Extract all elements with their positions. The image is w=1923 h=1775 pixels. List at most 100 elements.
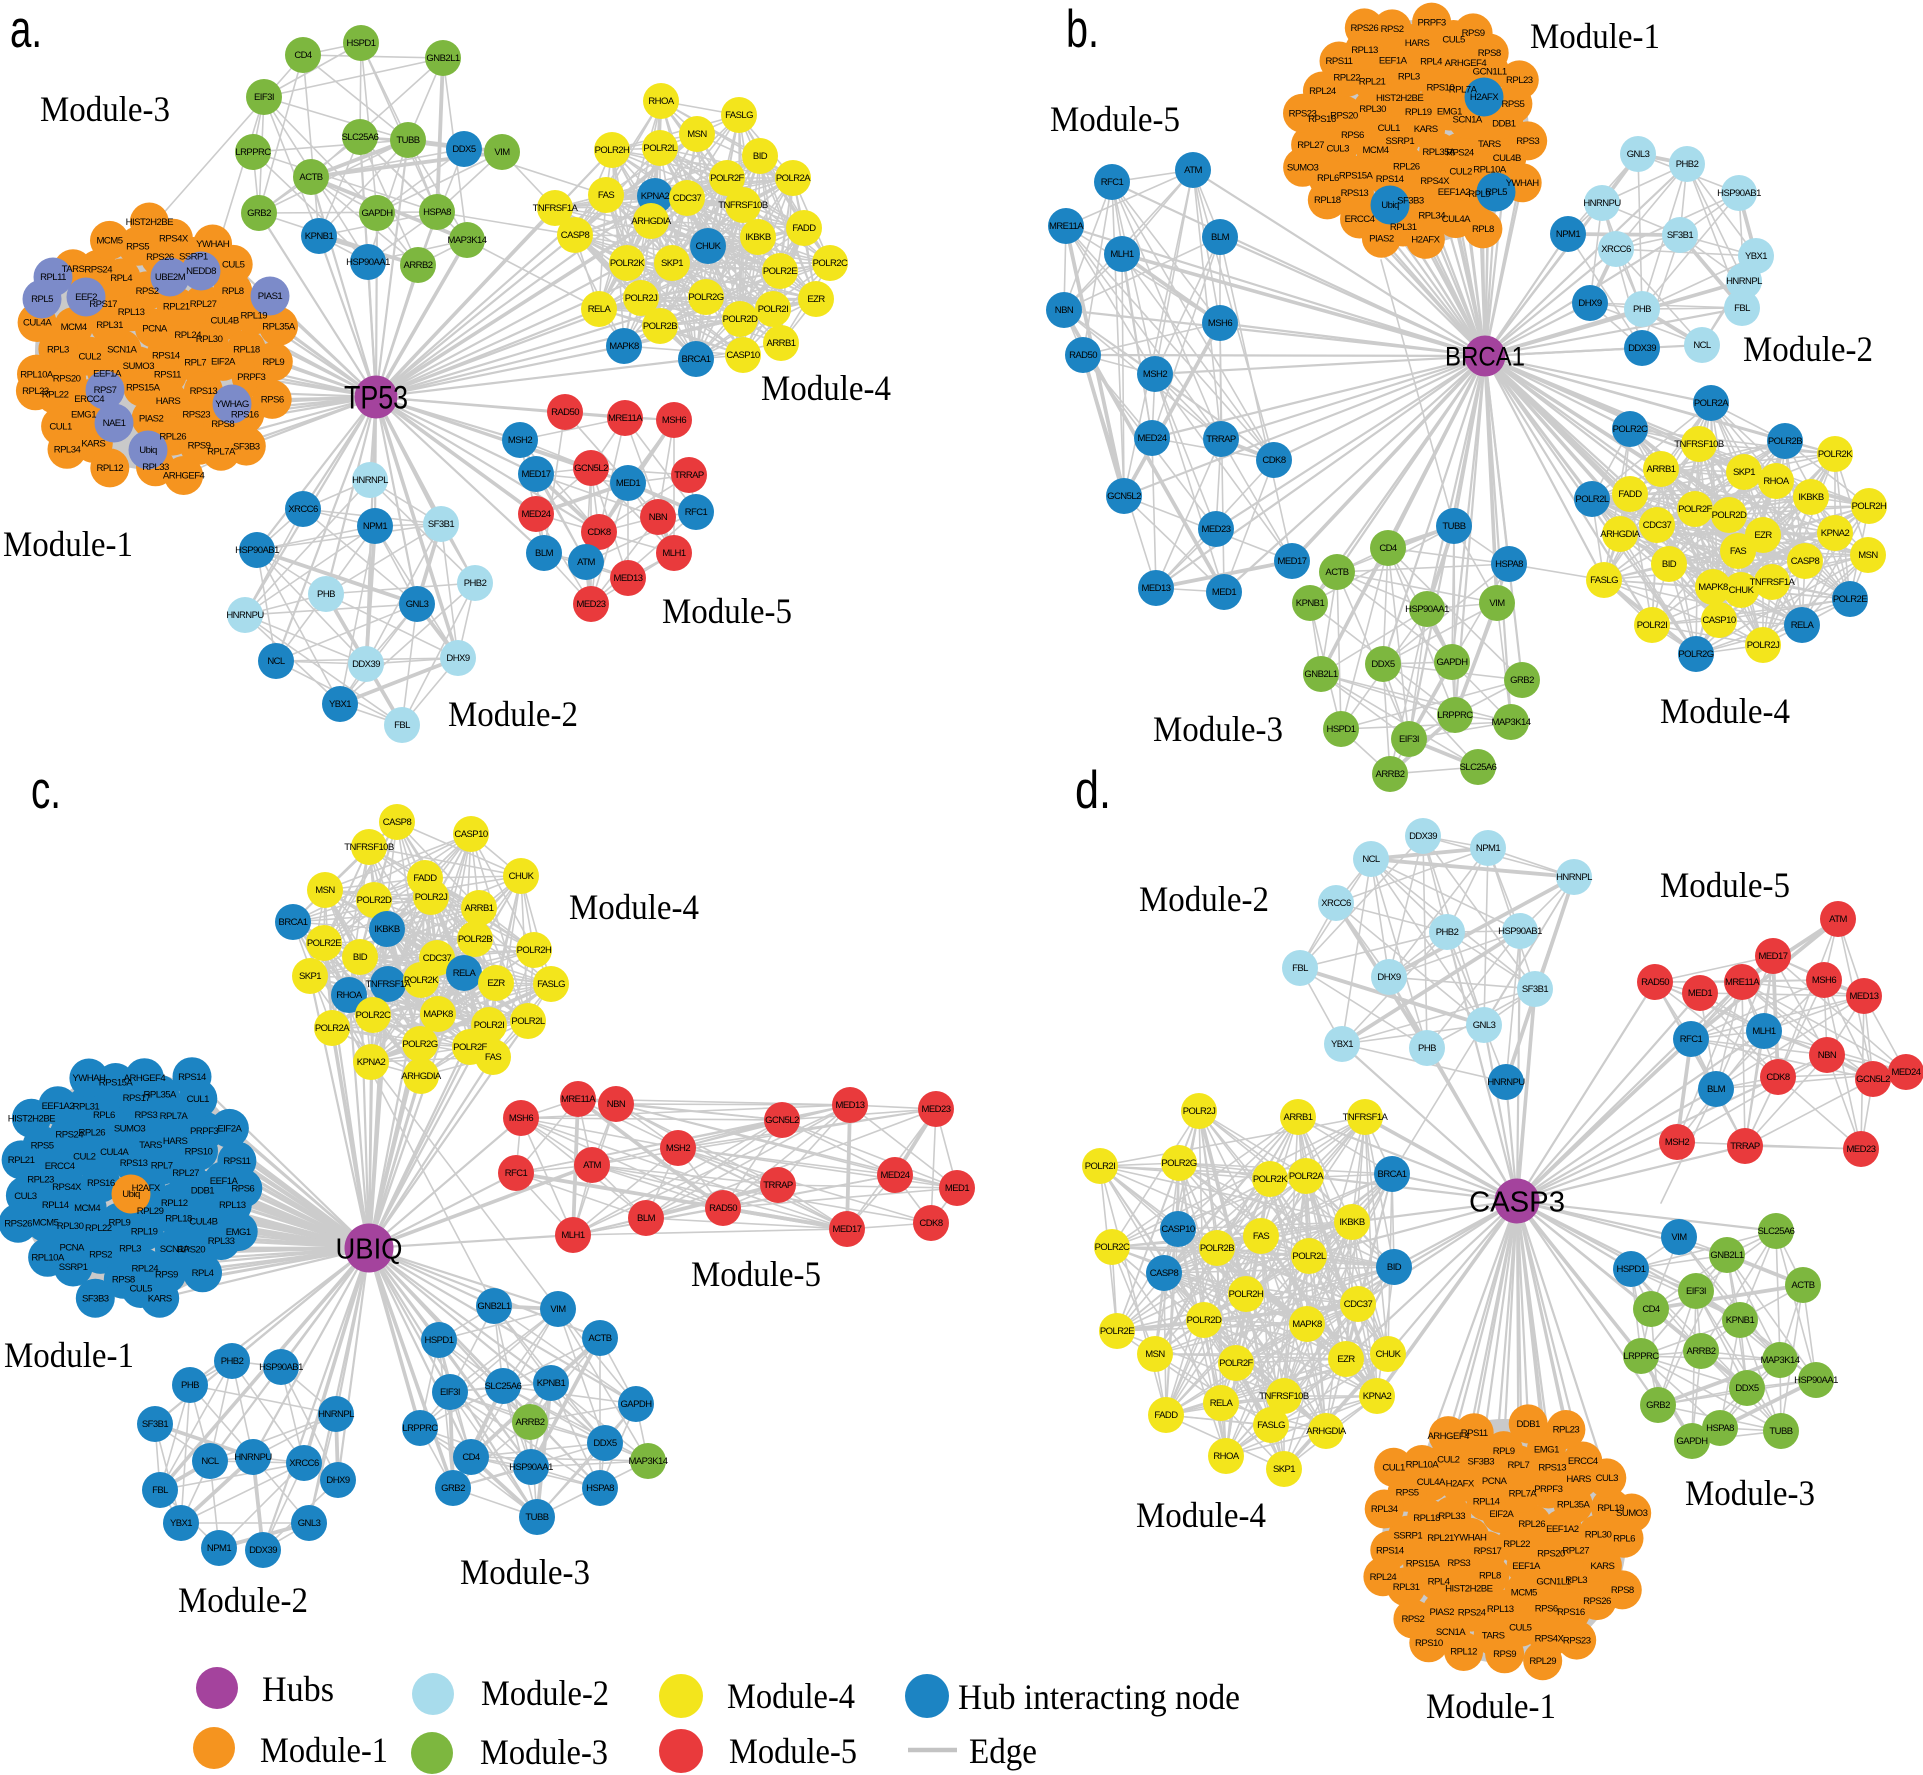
svg-text:RPL9: RPL9 <box>108 1217 130 1228</box>
svg-text:EIF3I: EIF3I <box>440 1387 460 1398</box>
svg-text:GNB2L1: GNB2L1 <box>1710 1250 1743 1261</box>
svg-text:CUL1: CUL1 <box>49 421 72 432</box>
svg-text:RPL35A: RPL35A <box>1422 147 1456 158</box>
svg-text:SF3B3: SF3B3 <box>233 441 260 452</box>
svg-text:POLR2E: POLR2E <box>307 938 341 949</box>
svg-text:ERCC4: ERCC4 <box>74 394 105 405</box>
svg-text:Module-1: Module-1 <box>260 1730 388 1770</box>
svg-text:ARRB2: ARRB2 <box>1376 769 1405 780</box>
svg-text:MCM5: MCM5 <box>1511 1588 1537 1599</box>
svg-text:EEF1A: EEF1A <box>93 368 122 379</box>
svg-text:RPS26: RPS26 <box>1583 1596 1611 1607</box>
svg-text:NCL: NCL <box>1693 340 1711 351</box>
svg-text:RHOA: RHOA <box>336 990 362 1001</box>
svg-text:DDB1: DDB1 <box>1516 1419 1540 1430</box>
svg-text:NBN: NBN <box>607 1099 626 1110</box>
svg-text:BLM: BLM <box>1707 1084 1726 1095</box>
svg-text:RPL33: RPL33 <box>208 1236 235 1247</box>
svg-text:RPS20: RPS20 <box>1330 110 1358 121</box>
svg-text:CUL4B: CUL4B <box>1493 153 1521 164</box>
svg-text:RPL10A: RPL10A <box>31 1253 65 1264</box>
svg-text:DDX5: DDX5 <box>1371 659 1394 670</box>
svg-text:HIST2H2BE: HIST2H2BE <box>1445 1584 1492 1595</box>
svg-text:VIM: VIM <box>1671 1232 1687 1243</box>
svg-text:POLR2E: POLR2E <box>1833 594 1867 605</box>
svg-text:RPL31: RPL31 <box>96 320 123 331</box>
svg-text:HSPA8: HSPA8 <box>1495 559 1523 570</box>
svg-text:KPNB1: KPNB1 <box>305 231 334 242</box>
svg-text:ATM: ATM <box>577 557 595 568</box>
svg-text:MED13: MED13 <box>1142 583 1171 594</box>
svg-text:H2AFX: H2AFX <box>1411 235 1440 246</box>
svg-text:DDB1: DDB1 <box>1492 119 1516 130</box>
svg-text:CDC37: CDC37 <box>1643 520 1672 531</box>
svg-text:PRPF3: PRPF3 <box>1418 17 1446 28</box>
svg-text:EEF1A2: EEF1A2 <box>1546 1524 1579 1535</box>
svg-text:RPS11: RPS11 <box>223 1156 250 1167</box>
svg-text:RPL22: RPL22 <box>1333 73 1360 84</box>
svg-text:RPS8: RPS8 <box>211 419 234 430</box>
svg-text:RPL5: RPL5 <box>31 294 53 305</box>
svg-text:RPS16: RPS16 <box>1308 114 1336 125</box>
svg-text:CASP8: CASP8 <box>1150 1268 1179 1279</box>
svg-text:SLC25A6: SLC25A6 <box>1460 762 1497 773</box>
svg-text:RPL24: RPL24 <box>132 1263 160 1274</box>
svg-text:GNL3: GNL3 <box>1627 149 1650 160</box>
svg-text:SF3B3: SF3B3 <box>1468 1457 1495 1468</box>
svg-text:EMG1: EMG1 <box>71 410 96 421</box>
svg-text:RPS13: RPS13 <box>190 386 218 397</box>
svg-text:MLH1: MLH1 <box>1110 249 1133 260</box>
svg-text:RPL8: RPL8 <box>1472 224 1494 235</box>
svg-text:RPS15A: RPS15A <box>1339 171 1374 182</box>
svg-text:CD4: CD4 <box>1642 1304 1660 1315</box>
svg-text:PHB: PHB <box>1418 1043 1436 1054</box>
svg-text:SF3B3: SF3B3 <box>82 1293 109 1304</box>
svg-text:POLR2C: POLR2C <box>813 258 848 269</box>
svg-text:RPL26: RPL26 <box>159 431 186 442</box>
svg-text:POLR2J: POLR2J <box>1747 640 1780 651</box>
svg-text:LRPPRC: LRPPRC <box>1437 710 1473 721</box>
svg-text:POLR2G: POLR2G <box>688 292 723 303</box>
svg-text:RPS24: RPS24 <box>55 1129 84 1140</box>
svg-text:RPS9: RPS9 <box>188 441 211 452</box>
svg-text:HSPD1: HSPD1 <box>347 38 376 49</box>
svg-text:MCM5: MCM5 <box>32 1218 58 1229</box>
svg-text:ARHGEF4: ARHGEF4 <box>1445 58 1488 69</box>
svg-text:TARS: TARS <box>139 1140 162 1151</box>
svg-text:POLR2A: POLR2A <box>1289 1171 1324 1182</box>
svg-text:RPL10A: RPL10A <box>1473 165 1507 176</box>
svg-text:RPL30: RPL30 <box>196 334 223 345</box>
svg-text:RPL24: RPL24 <box>1309 86 1337 97</box>
svg-text:FASLG: FASLG <box>1257 1420 1285 1431</box>
svg-text:MRE11A: MRE11A <box>1725 977 1760 988</box>
svg-text:CASP3: CASP3 <box>1469 1186 1565 1218</box>
svg-text:MED24: MED24 <box>1138 433 1167 444</box>
svg-text:RPS5: RPS5 <box>126 241 149 252</box>
svg-text:HNRNPU: HNRNPU <box>1487 1077 1525 1088</box>
svg-text:MSH2: MSH2 <box>508 435 532 446</box>
svg-text:SCN1A: SCN1A <box>160 1244 190 1255</box>
svg-text:RPS5: RPS5 <box>1396 1488 1419 1499</box>
svg-text:POLR2L: POLR2L <box>511 1016 544 1027</box>
svg-text:FAS: FAS <box>1730 546 1747 557</box>
svg-text:MSH6: MSH6 <box>662 415 686 426</box>
svg-text:CASP10: CASP10 <box>454 829 487 840</box>
svg-text:POLR2J: POLR2J <box>415 892 448 903</box>
svg-text:KPNB1: KPNB1 <box>1296 598 1325 609</box>
svg-text:RPS5: RPS5 <box>31 1141 54 1152</box>
svg-text:RPL19: RPL19 <box>131 1227 158 1238</box>
svg-text:Module-4: Module-4 <box>761 368 891 408</box>
svg-text:POLR2G: POLR2G <box>1161 1158 1196 1169</box>
svg-text:Ubiq: Ubiq <box>1381 200 1399 211</box>
svg-text:RELA: RELA <box>453 968 477 979</box>
svg-text:RPS14: RPS14 <box>152 351 181 362</box>
svg-text:EEF1A: EEF1A <box>210 1176 239 1187</box>
svg-text:RFC1: RFC1 <box>505 1168 528 1179</box>
svg-text:TNFRSF1A: TNFRSF1A <box>1750 577 1796 588</box>
svg-text:RPL18: RPL18 <box>233 345 260 356</box>
svg-text:MSH6: MSH6 <box>509 1113 533 1124</box>
svg-text:RPS13: RPS13 <box>1341 188 1369 199</box>
svg-text:RPL21: RPL21 <box>163 302 190 313</box>
svg-text:POLR2C: POLR2C <box>356 1010 391 1021</box>
svg-text:RPL27: RPL27 <box>190 299 217 310</box>
